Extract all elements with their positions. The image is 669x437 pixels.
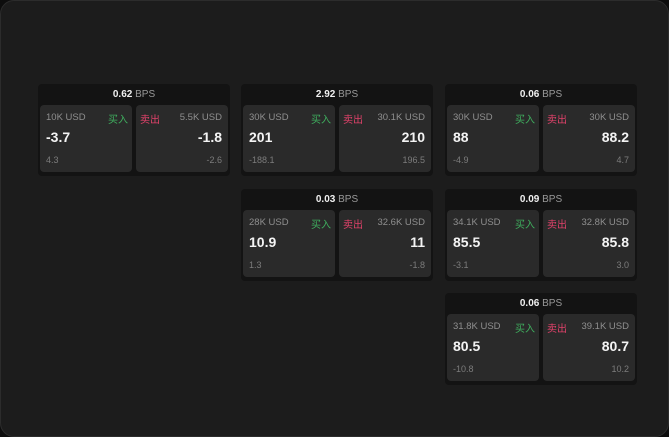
spread-header: 0.62 BPS	[38, 84, 230, 105]
buy-change: -188.1	[249, 155, 275, 165]
buy-quantity: 34.1K USD	[453, 217, 501, 228]
sell-tile[interactable]: 卖出 39.1K USD 80.7 10.2	[543, 314, 635, 381]
buy-tile[interactable]: 30K USD 买入 88 -4.9	[447, 105, 539, 172]
buy-quantity: 10K USD	[46, 112, 86, 123]
buy-change: -10.8	[453, 364, 474, 374]
spread-value: 2.92	[315, 89, 336, 100]
buy-price: 85.5	[453, 234, 481, 250]
sell-tile[interactable]: 卖出 32.8K USD 85.8 3.0	[543, 210, 635, 277]
sell-price: 88.2	[601, 129, 629, 145]
sell-price: 80.7	[601, 338, 629, 354]
buy-price: 80.5	[453, 338, 481, 354]
spread-header: 0.03 BPS	[241, 189, 433, 210]
spread-value: 0.06	[519, 298, 540, 309]
spread-unit: BPS	[542, 298, 563, 309]
buy-tile[interactable]: 10K USD 买入 -3.7 4.3	[40, 105, 132, 172]
spread-value: 0.09	[519, 194, 540, 205]
spread-header: 0.09 BPS	[445, 189, 637, 210]
buy-price: -3.7	[46, 129, 71, 145]
sell-label: 卖出	[343, 220, 363, 231]
spread-value: 0.06	[519, 89, 540, 100]
buy-label: 买入	[515, 115, 535, 126]
buy-quantity: 30K USD	[453, 112, 493, 123]
buy-label: 买入	[311, 115, 331, 126]
buy-label: 买入	[108, 115, 128, 126]
sell-quantity: 30.1K USD	[377, 112, 425, 123]
sell-quantity: 32.6K USD	[377, 217, 425, 228]
spread-value: 0.03	[315, 194, 336, 205]
spread-header: 0.06 BPS	[445, 293, 637, 314]
sell-change: -2.6	[206, 155, 222, 165]
quote-card: 0.06 BPS 31.8K USD 买入 80.5 -10.8 卖出 39.1…	[445, 293, 637, 385]
sell-change: -1.8	[409, 260, 425, 270]
sell-change: 196.5	[402, 155, 425, 165]
sell-label: 卖出	[140, 115, 160, 126]
buy-price: 10.9	[249, 234, 277, 250]
buy-tile[interactable]: 30K USD 买入 201 -188.1	[243, 105, 335, 172]
sell-tile[interactable]: 卖出 30K USD 88.2 4.7	[543, 105, 635, 172]
buy-label: 买入	[515, 220, 535, 231]
sell-tile[interactable]: 卖出 32.6K USD 11 -1.8	[339, 210, 431, 277]
sell-tile[interactable]: 卖出 5.5K USD -1.8 -2.6	[136, 105, 228, 172]
sell-label: 卖出	[547, 324, 567, 335]
sell-change: 3.0	[616, 260, 629, 270]
buy-change: -4.9	[453, 155, 469, 165]
sell-quantity: 30K USD	[589, 112, 629, 123]
buy-tile[interactable]: 34.1K USD 买入 85.5 -3.1	[447, 210, 539, 277]
spread-unit: BPS	[135, 89, 156, 100]
quote-card: 0.06 BPS 30K USD 买入 88 -4.9 卖出 30K USD 8…	[445, 84, 637, 176]
sell-price: 210	[401, 129, 425, 145]
buy-quantity: 28K USD	[249, 217, 289, 228]
sell-label: 卖出	[343, 115, 363, 126]
spread-unit: BPS	[542, 89, 563, 100]
buy-change: 4.3	[46, 155, 59, 165]
buy-label: 买入	[311, 220, 331, 231]
spread-unit: BPS	[338, 89, 359, 100]
sell-label: 卖出	[547, 220, 567, 231]
spread-unit: BPS	[338, 194, 359, 205]
buy-change: -3.1	[453, 260, 469, 270]
spread-header: 0.06 BPS	[445, 84, 637, 105]
sell-price: 11	[410, 234, 425, 250]
sell-change: 4.7	[616, 155, 629, 165]
quote-card: 0.09 BPS 34.1K USD 买入 85.5 -3.1 卖出 32.8K…	[445, 189, 637, 281]
buy-price: 88	[453, 129, 469, 145]
buy-price: 201	[249, 129, 273, 145]
spread-header: 2.92 BPS	[241, 84, 433, 105]
sell-price: 85.8	[601, 234, 629, 250]
sell-change: 10.2	[611, 364, 629, 374]
buy-tile[interactable]: 28K USD 买入 10.9 1.3	[243, 210, 335, 277]
spread-value: 0.62	[112, 89, 133, 100]
sell-price: -1.8	[197, 129, 222, 145]
sell-quantity: 32.8K USD	[581, 217, 629, 228]
sell-quantity: 39.1K USD	[581, 321, 629, 332]
sell-tile[interactable]: 卖出 30.1K USD 210 196.5	[339, 105, 431, 172]
quote-card: 0.03 BPS 28K USD 买入 10.9 1.3 卖出 32.6K US…	[241, 189, 433, 281]
buy-tile[interactable]: 31.8K USD 买入 80.5 -10.8	[447, 314, 539, 381]
sell-quantity: 5.5K USD	[179, 112, 222, 123]
buy-change: 1.3	[249, 260, 262, 270]
quote-card: 2.92 BPS 30K USD 买入 201 -188.1 卖出 30.1K …	[241, 84, 433, 176]
buy-quantity: 31.8K USD	[453, 321, 501, 332]
quote-card: 0.62 BPS 10K USD 买入 -3.7 4.3 卖出 5.5K USD…	[38, 84, 230, 176]
sell-label: 卖出	[547, 115, 567, 126]
buy-quantity: 30K USD	[249, 112, 289, 123]
spread-unit: BPS	[542, 194, 563, 205]
buy-label: 买入	[515, 324, 535, 335]
